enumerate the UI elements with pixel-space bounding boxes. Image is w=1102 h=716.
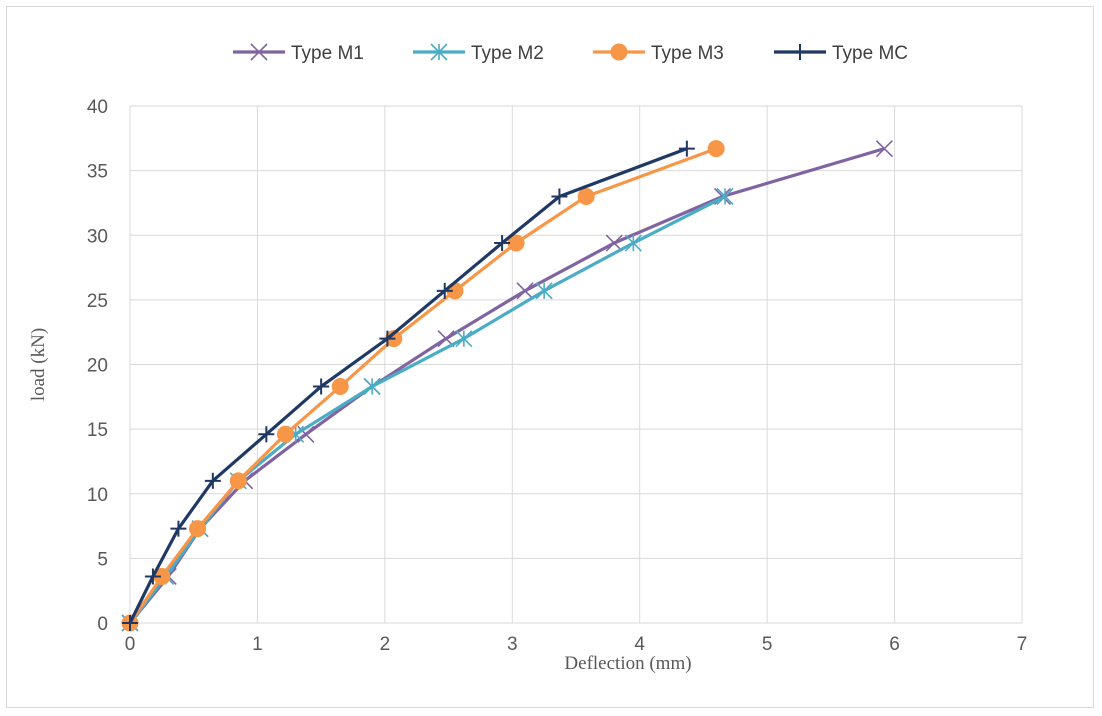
data-point	[430, 43, 448, 61]
data-point	[516, 282, 534, 300]
data-point	[276, 425, 294, 443]
data-point	[436, 282, 453, 299]
data-point	[250, 43, 268, 61]
series-type-m1	[121, 140, 893, 632]
gridlines	[129, 105, 1023, 624]
data-point	[455, 330, 473, 348]
data-point	[494, 235, 511, 252]
data-point	[258, 426, 275, 443]
data-point	[189, 520, 207, 538]
x-axis-title: Deflection (mm)	[564, 653, 691, 674]
y-tick-label: 20	[87, 356, 108, 377]
data-point	[144, 568, 161, 585]
axes: 0 5 10 15 20 25 30 35 40 0 1 2 3 4 5 6 7	[87, 97, 1027, 655]
chart-frame	[6, 6, 1094, 708]
data-point	[363, 377, 381, 396]
y-tick-label: 30	[87, 226, 108, 247]
legend-entry: Type M2	[413, 43, 544, 64]
series-type-mc	[122, 140, 695, 631]
y-tick-label: 40	[87, 97, 108, 118]
series-line	[128, 147, 885, 625]
legend-entry: Type MC	[774, 43, 908, 64]
data-point	[331, 377, 349, 395]
data-point	[678, 140, 695, 157]
x-tick-label: 6	[889, 634, 900, 655]
data-point	[707, 140, 725, 158]
y-tick-label: 0	[97, 614, 108, 635]
x-tick-label: 1	[252, 634, 263, 655]
data-point	[716, 187, 734, 206]
y-tick-label: 25	[87, 291, 108, 312]
legend-entry: Type M3	[593, 43, 724, 64]
data-point	[792, 44, 808, 60]
data-point	[170, 520, 187, 537]
y-tick-label: 5	[97, 549, 108, 570]
data-point	[605, 234, 623, 252]
legend: Type M1 Type M2 Type M3 Type MC	[233, 43, 908, 64]
data-point	[313, 378, 330, 395]
series-group	[121, 140, 893, 632]
legend-label: Type M3	[651, 43, 724, 64]
data-point	[551, 188, 568, 205]
data-point	[122, 615, 138, 631]
y-tick-label: 35	[87, 162, 108, 183]
x-tick-label: 5	[762, 634, 773, 655]
data-point	[610, 43, 628, 61]
data-point	[379, 330, 396, 347]
data-point	[875, 140, 893, 158]
x-tick-label: 2	[380, 634, 391, 655]
y-tick-label: 10	[87, 485, 108, 506]
legend-label: Type MC	[832, 43, 908, 64]
series-line	[128, 147, 717, 624]
data-point	[204, 472, 221, 489]
x-tick-label: 4	[634, 634, 645, 655]
legend-entry: Type M1	[233, 43, 364, 64]
data-point	[577, 187, 595, 205]
x-tick-label: 7	[1017, 634, 1028, 655]
y-axis-title: load (kN)	[28, 328, 49, 401]
y-tick-label: 15	[87, 420, 108, 441]
series-type-m3	[121, 140, 725, 632]
x-tick-label: 3	[507, 634, 518, 655]
series-type-m2	[121, 187, 734, 632]
x-tick-label: 0	[125, 634, 136, 655]
series-line	[128, 195, 726, 624]
legend-label: Type M1	[291, 43, 364, 64]
legend-label: Type M2	[471, 43, 544, 64]
data-point	[624, 234, 642, 252]
series-line	[128, 147, 688, 624]
data-point	[229, 472, 247, 490]
data-point	[535, 282, 553, 300]
